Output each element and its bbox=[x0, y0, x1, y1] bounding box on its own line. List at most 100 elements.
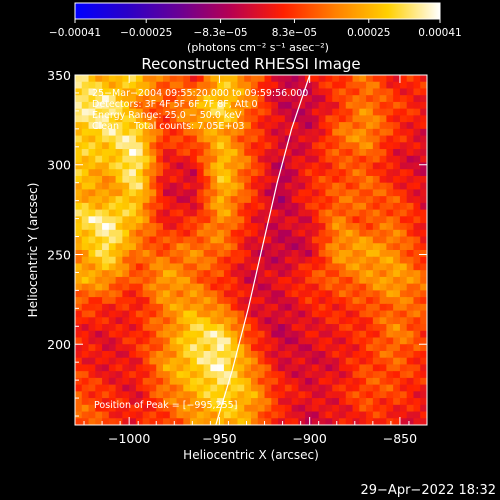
heatmap-cell bbox=[156, 101, 164, 110]
heatmap-cell bbox=[217, 223, 225, 231]
heatmap-cell bbox=[176, 149, 184, 157]
heatmap-cell bbox=[298, 108, 306, 116]
heatmap-cell bbox=[102, 189, 110, 197]
heatmap-cell bbox=[156, 364, 164, 372]
heatmap-cell bbox=[332, 236, 340, 244]
heatmap-cell bbox=[149, 155, 157, 164]
heatmap-cell bbox=[379, 75, 387, 83]
heatmap-cell bbox=[332, 391, 340, 399]
heatmap-cell bbox=[298, 371, 306, 379]
heatmap-cell bbox=[413, 310, 421, 318]
heatmap-cell bbox=[406, 169, 415, 177]
heatmap-cell bbox=[223, 169, 232, 177]
heatmap-cell bbox=[81, 270, 90, 278]
heatmap-cell bbox=[305, 283, 313, 291]
heatmap-cell bbox=[366, 108, 374, 116]
heatmap-cell bbox=[115, 330, 123, 339]
heatmap-cell bbox=[386, 88, 394, 96]
heatmap-cell bbox=[420, 162, 427, 170]
heatmap-cell bbox=[379, 404, 387, 413]
heatmap-cell bbox=[129, 95, 137, 103]
heatmap-cell bbox=[244, 216, 252, 224]
heatmap-cell bbox=[420, 81, 427, 90]
heatmap-cell bbox=[386, 135, 394, 143]
heatmap-cell bbox=[379, 276, 387, 285]
heatmap-cell bbox=[311, 297, 320, 305]
heatmap-cell bbox=[359, 128, 367, 137]
heatmap-cell bbox=[237, 149, 245, 157]
heatmap-cell bbox=[291, 149, 299, 157]
heatmap-cell bbox=[88, 330, 96, 339]
heatmap-cell bbox=[264, 155, 272, 164]
heatmap-cell bbox=[169, 81, 178, 90]
heatmap-cell bbox=[88, 344, 96, 352]
heatmap-cell bbox=[372, 122, 381, 130]
heatmap-cell bbox=[176, 263, 184, 271]
heatmap-cell bbox=[305, 317, 313, 325]
heatmap-cell bbox=[102, 350, 110, 359]
heatmap-cell bbox=[305, 243, 313, 251]
heatmap-cell bbox=[359, 317, 367, 325]
heatmap-cell bbox=[271, 75, 279, 83]
heatmap-cell bbox=[413, 189, 421, 197]
heatmap-cell bbox=[291, 75, 299, 83]
heatmap-cell bbox=[190, 216, 198, 224]
heatmap-cell bbox=[210, 149, 218, 157]
heatmap-cell bbox=[413, 196, 421, 204]
heatmap-cell bbox=[332, 88, 340, 96]
heatmap-cell bbox=[305, 398, 313, 406]
heatmap-cell bbox=[210, 223, 218, 231]
heatmap-cell bbox=[399, 142, 408, 150]
heatmap-cell bbox=[190, 337, 198, 345]
heatmap-cell bbox=[244, 357, 252, 366]
heatmap-cell bbox=[393, 155, 401, 164]
heatmap-cell bbox=[169, 209, 178, 217]
heatmap-cell bbox=[345, 384, 354, 392]
heatmap-cell bbox=[142, 196, 151, 204]
heatmap-cell bbox=[237, 101, 245, 110]
heatmap-cell bbox=[223, 357, 232, 366]
heatmap-cell bbox=[183, 317, 191, 325]
heatmap-cell bbox=[176, 75, 184, 83]
heatmap-cell bbox=[271, 135, 279, 143]
heatmap-cell bbox=[311, 108, 320, 116]
heatmap-cell bbox=[284, 276, 293, 285]
heatmap-cell bbox=[102, 364, 110, 372]
heatmap-cell bbox=[95, 149, 103, 157]
heatmap-cell bbox=[345, 310, 354, 318]
heatmap-cell bbox=[413, 411, 421, 419]
heatmap-cell bbox=[271, 270, 279, 278]
heatmap-cell bbox=[190, 229, 198, 238]
heatmap-cell bbox=[156, 256, 164, 265]
heatmap-cell bbox=[244, 297, 252, 305]
heatmap-cell bbox=[163, 297, 171, 305]
heatmap-cell bbox=[210, 196, 218, 204]
heatmap-cell bbox=[311, 256, 320, 265]
heatmap-cell bbox=[372, 337, 381, 345]
heatmap-cell bbox=[386, 404, 394, 413]
heatmap-cell bbox=[413, 290, 421, 298]
heatmap-cell bbox=[311, 155, 320, 164]
heatmap-cell bbox=[223, 398, 232, 406]
heatmap-cell bbox=[190, 175, 198, 184]
heatmap-cell bbox=[237, 290, 245, 298]
heatmap-cell bbox=[325, 404, 333, 413]
heatmap-cell bbox=[372, 81, 381, 90]
heatmap-cell bbox=[203, 357, 211, 366]
heatmap-cell bbox=[278, 364, 286, 372]
heatmap-cell bbox=[325, 350, 333, 359]
heatmap-cell bbox=[393, 411, 401, 419]
heatmap-cell bbox=[413, 283, 421, 291]
heatmap-cell bbox=[311, 337, 320, 345]
heatmap-cell bbox=[210, 270, 218, 278]
heatmap-cell bbox=[217, 398, 225, 406]
heatmap-cell bbox=[251, 101, 259, 110]
heatmap-cell bbox=[305, 371, 313, 379]
heatmap-cell bbox=[332, 310, 340, 318]
heatmap-cell bbox=[183, 88, 191, 96]
heatmap-cell bbox=[163, 169, 171, 177]
heatmap-cell bbox=[298, 81, 306, 90]
heatmap-cell bbox=[129, 182, 137, 191]
heatmap-cell bbox=[284, 364, 293, 372]
heatmap-cell bbox=[108, 142, 117, 150]
